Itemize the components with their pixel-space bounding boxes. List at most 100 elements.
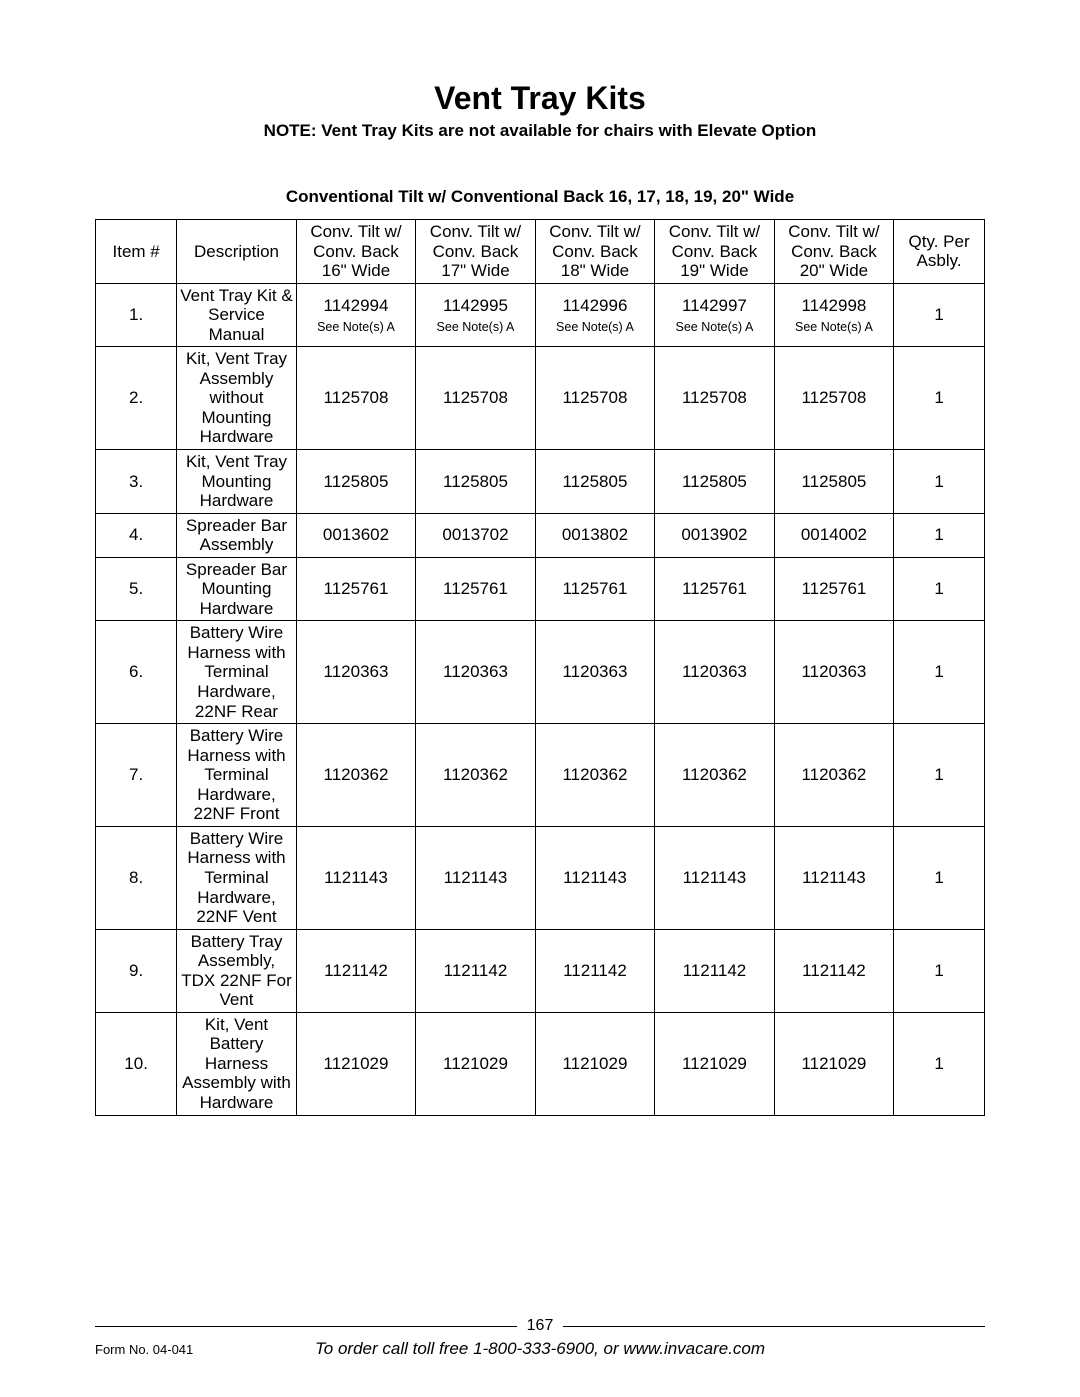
cell-description: Spreader Bar Assembly (177, 513, 296, 557)
table-row: 9.Battery Tray Assembly, TDX 22NF For Ve… (96, 929, 985, 1012)
cell-qty: 1 (894, 513, 985, 557)
cell-19wide: 1125708 (655, 347, 774, 450)
cell-17wide: 1125805 (416, 450, 535, 514)
cell-qty: 1 (894, 1012, 985, 1115)
cell-19wide: 1142997See Note(s) A (655, 283, 774, 347)
cell-19wide: 1121029 (655, 1012, 774, 1115)
col-18-header: Conv. Tilt w/ Conv. Back 18" Wide (535, 220, 654, 284)
cell-18wide: 1120362 (535, 724, 654, 827)
page-title: Vent Tray Kits (95, 80, 985, 117)
cell-item: 4. (96, 513, 177, 557)
cell-qty: 1 (894, 724, 985, 827)
cell-17wide: 1121029 (416, 1012, 535, 1115)
table-row: 8.Battery Wire Harness with Terminal Har… (96, 826, 985, 929)
col-item-header: Item # (96, 220, 177, 284)
cell-18wide: 1120363 (535, 621, 654, 724)
cell-17wide: 1121142 (416, 929, 535, 1012)
cell-19wide: 1120363 (655, 621, 774, 724)
availability-note: NOTE: Vent Tray Kits are not available f… (95, 121, 985, 141)
cell-description: Vent Tray Kit & Service Manual (177, 283, 296, 347)
table-row: 1.Vent Tray Kit & Service Manual1142994S… (96, 283, 985, 347)
table-row: 7.Battery Wire Harness with Terminal Har… (96, 724, 985, 827)
table-row: 4.Spreader Bar Assembly00136020013702001… (96, 513, 985, 557)
page: Vent Tray Kits NOTE: Vent Tray Kits are … (0, 0, 1080, 1397)
cell-qty: 1 (894, 283, 985, 347)
cell-18wide: 1121142 (535, 929, 654, 1012)
col-qty-header: Qty. Per Asbly. (894, 220, 985, 284)
table-body: 1.Vent Tray Kit & Service Manual1142994S… (96, 283, 985, 1115)
cell-description: Spreader Bar Mounting Hardware (177, 557, 296, 621)
cell-18wide: 1125761 (535, 557, 654, 621)
cell-19wide: 1121143 (655, 826, 774, 929)
cell-item: 3. (96, 450, 177, 514)
cell-20wide: 1121029 (774, 1012, 893, 1115)
cell-qty: 1 (894, 450, 985, 514)
cell-20wide: 0014002 (774, 513, 893, 557)
cell-16wide: 1120363 (296, 621, 415, 724)
cell-description: Battery Wire Harness with Terminal Hardw… (177, 826, 296, 929)
col-16-header: Conv. Tilt w/ Conv. Back 16" Wide (296, 220, 415, 284)
cell-20wide: 1120362 (774, 724, 893, 827)
cell-18wide: 1142996See Note(s) A (535, 283, 654, 347)
cell-qty: 1 (894, 347, 985, 450)
cell-18wide: 1121143 (535, 826, 654, 929)
cell-19wide: 1121142 (655, 929, 774, 1012)
cell-description: Kit, Vent Tray Mounting Hardware (177, 450, 296, 514)
cell-19wide: 1125805 (655, 450, 774, 514)
cell-17wide: 1142995See Note(s) A (416, 283, 535, 347)
cell-17wide: 1121143 (416, 826, 535, 929)
cell-qty: 1 (894, 826, 985, 929)
cell-20wide: 1121142 (774, 929, 893, 1012)
cell-18wide: 1125805 (535, 450, 654, 514)
cell-description: Kit, Vent Tray Assembly without Mounting… (177, 347, 296, 450)
table-row: 2.Kit, Vent Tray Assembly without Mounti… (96, 347, 985, 450)
col-19-header: Conv. Tilt w/ Conv. Back 19" Wide (655, 220, 774, 284)
cell-19wide: 1125761 (655, 557, 774, 621)
cell-qty: 1 (894, 929, 985, 1012)
cell-17wide: 1125761 (416, 557, 535, 621)
rule-left (95, 1326, 517, 1327)
cell-17wide: 1125708 (416, 347, 535, 450)
cell-item: 6. (96, 621, 177, 724)
see-note-label: See Note(s) A (777, 316, 891, 334)
cell-20wide: 1120363 (774, 621, 893, 724)
cell-16wide: 1125708 (296, 347, 415, 450)
table-row: 3.Kit, Vent Tray Mounting Hardware 112580… (96, 450, 985, 514)
cell-16wide: 1121143 (296, 826, 415, 929)
page-number-rule: 167 (95, 1317, 985, 1335)
parts-table: Item # Description Conv. Tilt w/ Conv. B… (95, 219, 985, 1116)
cell-item: 10. (96, 1012, 177, 1115)
rule-right (563, 1326, 985, 1327)
see-note-label: See Note(s) A (657, 316, 771, 334)
cell-qty: 1 (894, 557, 985, 621)
cell-18wide: 1121029 (535, 1012, 654, 1115)
cell-20wide: 1125761 (774, 557, 893, 621)
table-row: 10.Kit, Vent Battery Harness Assembly wi… (96, 1012, 985, 1115)
cell-qty: 1 (894, 621, 985, 724)
table-subheading: Conventional Tilt w/ Conventional Back 1… (95, 187, 985, 207)
cell-item: 8. (96, 826, 177, 929)
cell-17wide: 1120363 (416, 621, 535, 724)
order-info: To order call toll free 1-800-333-6900, … (193, 1339, 886, 1359)
cell-item: 5. (96, 557, 177, 621)
col-desc-header: Description (177, 220, 296, 284)
cell-item: 2. (96, 347, 177, 450)
cell-16wide: 1120362 (296, 724, 415, 827)
cell-item: 1. (96, 283, 177, 347)
col-20-header: Conv. Tilt w/ Conv. Back 20" Wide (774, 220, 893, 284)
cell-19wide: 0013902 (655, 513, 774, 557)
col-17-header: Conv. Tilt w/ Conv. Back 17" Wide (416, 220, 535, 284)
see-note-label: See Note(s) A (538, 316, 652, 334)
see-note-label: See Note(s) A (299, 316, 413, 334)
cell-17wide: 1120362 (416, 724, 535, 827)
cell-19wide: 1120362 (655, 724, 774, 827)
cell-16wide: 1142994See Note(s) A (296, 283, 415, 347)
cell-item: 9. (96, 929, 177, 1012)
form-number: Form No. 04-041 (95, 1342, 193, 1357)
cell-20wide: 1121143 (774, 826, 893, 929)
page-number: 167 (517, 1317, 564, 1335)
cell-16wide: 1125761 (296, 557, 415, 621)
cell-20wide: 1125805 (774, 450, 893, 514)
table-row: 6.Battery Wire Harness with Terminal Har… (96, 621, 985, 724)
cell-20wide: 1125708 (774, 347, 893, 450)
